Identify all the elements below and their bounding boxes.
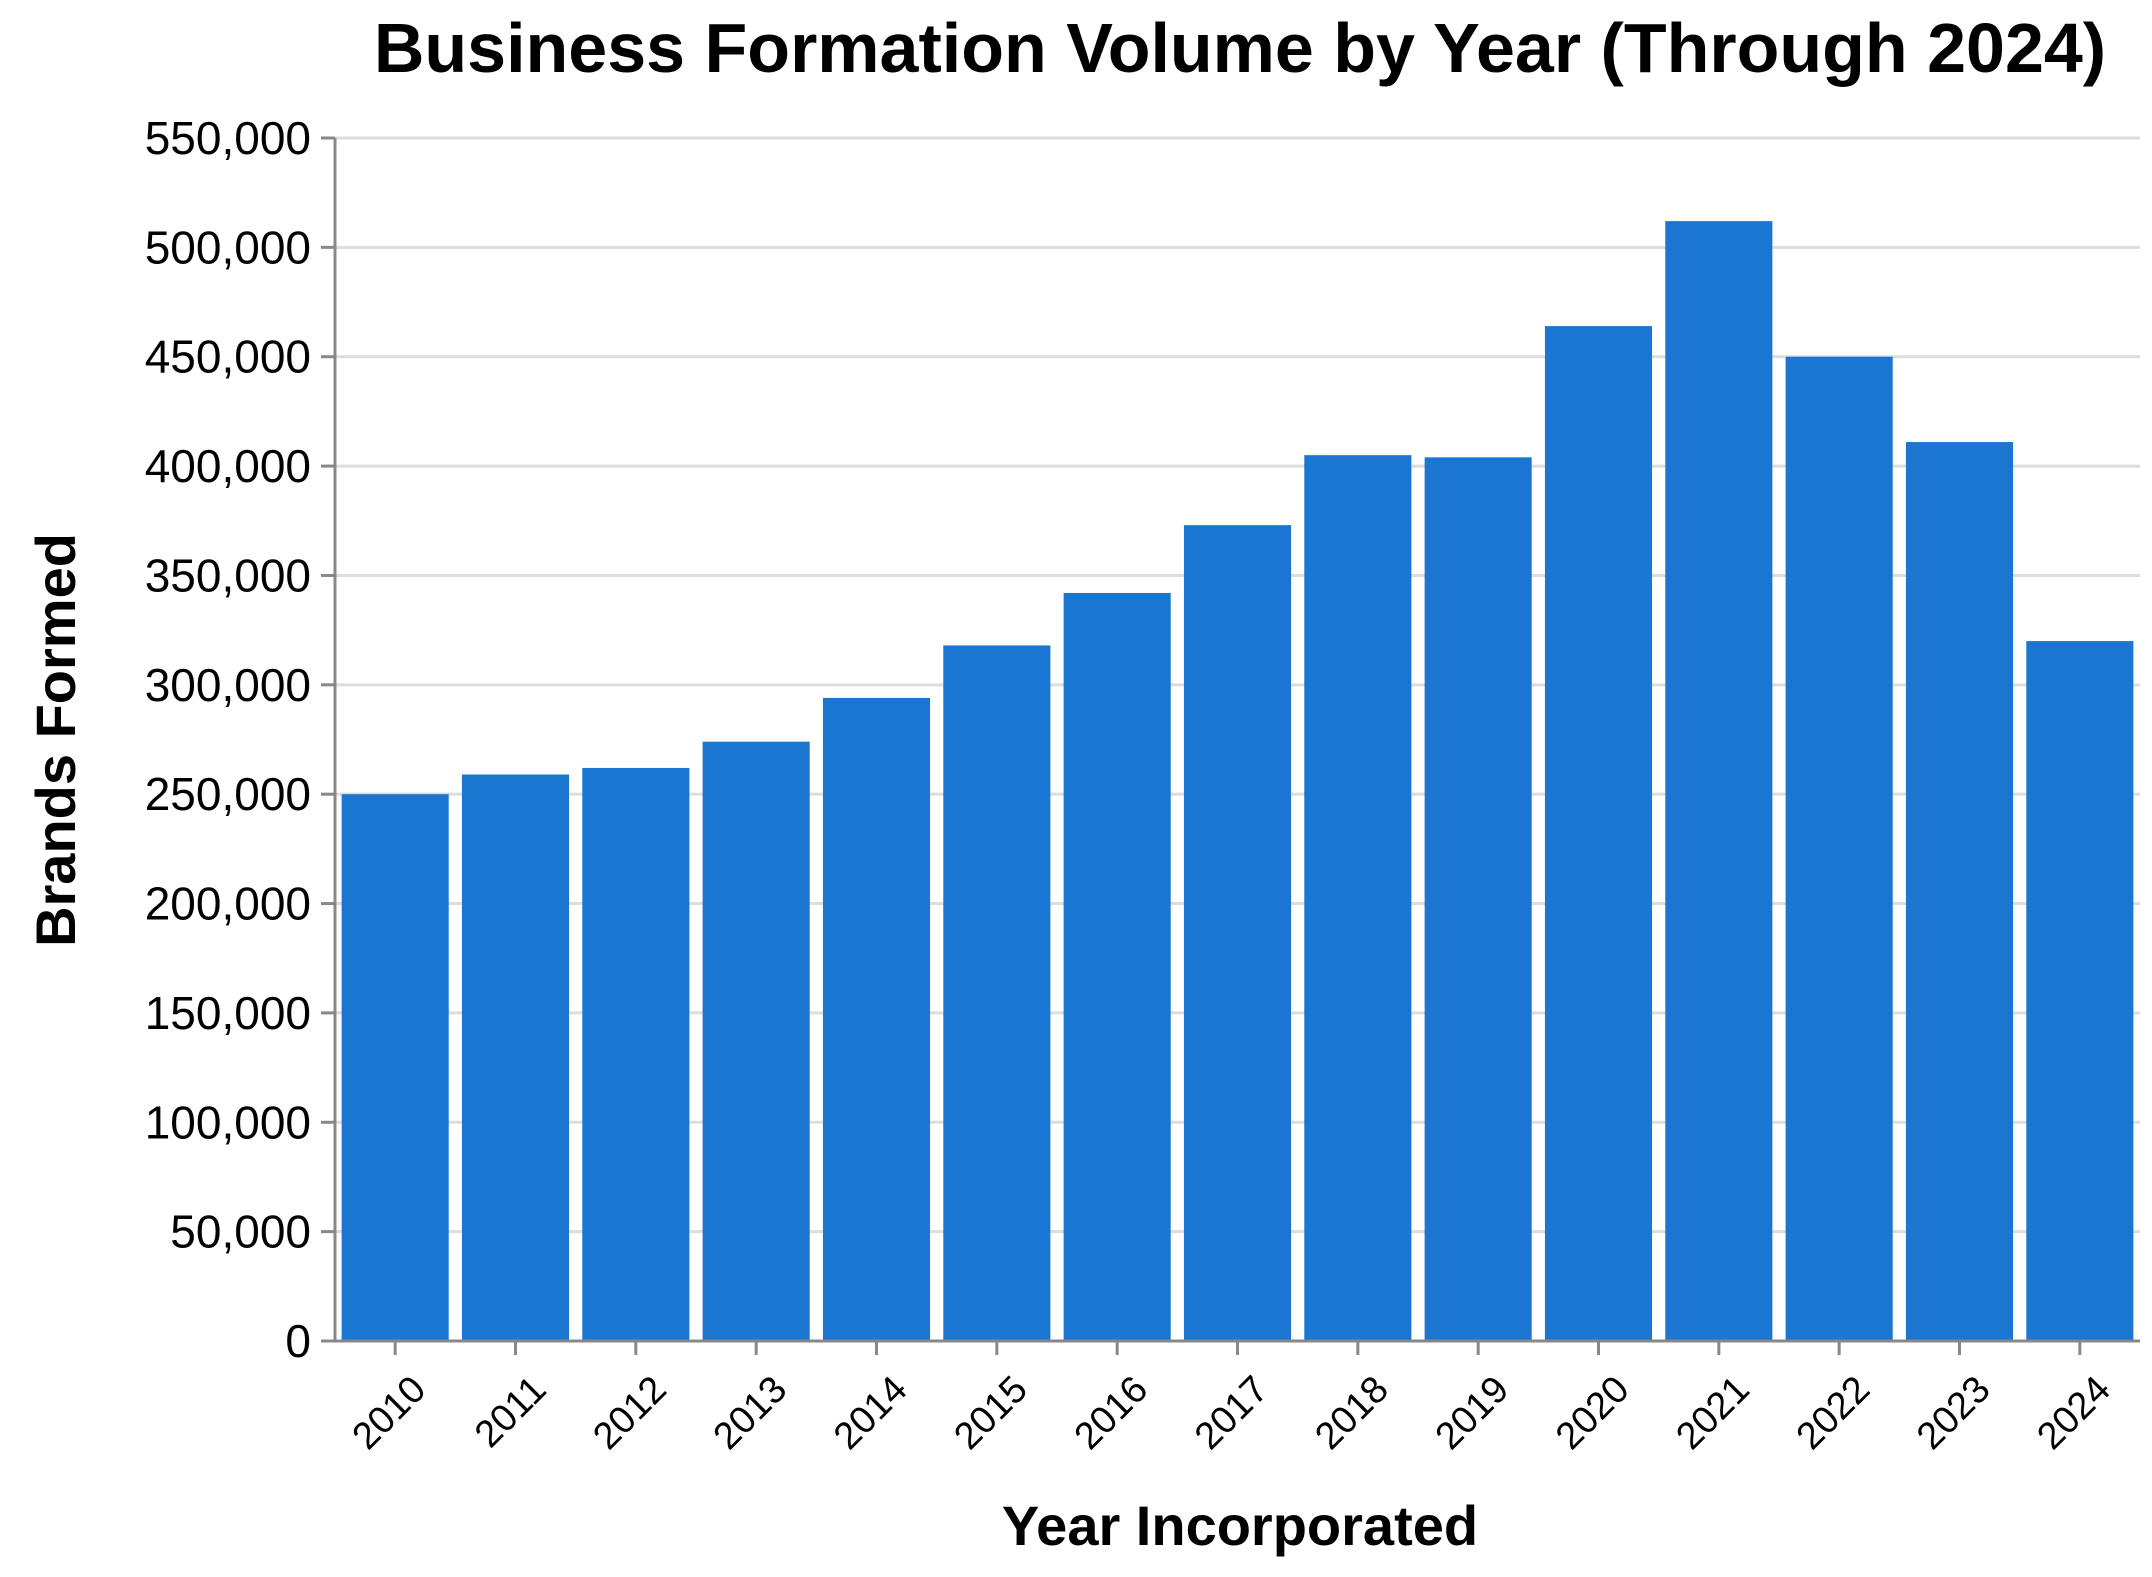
- y-tick-label: 300,000: [145, 659, 311, 711]
- y-tick-label: 150,000: [145, 987, 311, 1039]
- x-tick-label: 2019: [1428, 1368, 1517, 1457]
- x-tick-label: 2020: [1548, 1368, 1637, 1457]
- x-tick-label: 2017: [1187, 1368, 1276, 1457]
- x-axis-title: Year Incorporated: [1002, 1494, 1478, 1557]
- x-tick-label: 2016: [1067, 1368, 1156, 1457]
- y-tick-label: 200,000: [145, 878, 311, 930]
- chart-title: Business Formation Volume by Year (Throu…: [374, 9, 2106, 87]
- y-tick-label: 400,000: [145, 440, 311, 492]
- bar: [1905, 442, 2014, 1342]
- bar: [582, 767, 690, 1341]
- x-tick-label: 2013: [706, 1368, 795, 1457]
- x-tick-label: 2011: [467, 1368, 554, 1455]
- x-tick-label: 2023: [1909, 1368, 1998, 1457]
- x-tick-label: 2012: [585, 1368, 674, 1457]
- y-axis-ticks: 0 50,000 100,000 150,000 200,000 250,000 300,0…: [145, 112, 335, 1367]
- y-tick-label: 250,000: [145, 768, 311, 820]
- y-tick-label: 350,000: [145, 549, 311, 601]
- x-tick-label: 2022: [1789, 1368, 1878, 1457]
- y-tick-label: 100,000: [145, 1096, 311, 1148]
- bars: [341, 221, 2134, 1342]
- bar: [2026, 641, 2134, 1341]
- bar: [1183, 525, 1292, 1341]
- y-tick-label: 0: [285, 1315, 311, 1367]
- y-tick-label: 550,000: [145, 112, 311, 164]
- y-tick-label: 50,000: [170, 1206, 311, 1258]
- bar: [822, 697, 931, 1341]
- bar: [1665, 221, 1773, 1342]
- x-tick-label: 2015: [946, 1368, 1035, 1457]
- bar: [943, 645, 1051, 1341]
- y-tick-label: 500,000: [145, 221, 311, 273]
- y-axis-title: Brands Formed: [24, 533, 87, 947]
- bar: [1424, 457, 1532, 1342]
- x-tick-label: 2021: [1668, 1368, 1757, 1457]
- bar: [1063, 592, 1171, 1341]
- bar: [341, 794, 449, 1341]
- bar: [1304, 455, 1412, 1341]
- x-tick-label: 2018: [1307, 1368, 1396, 1457]
- bar: [1544, 326, 1653, 1341]
- x-axis-ticks: 2010 2011 2012 2013 2014 2015 2016 2017 2018 2019…: [345, 1341, 2119, 1458]
- x-tick-label: 2024: [2029, 1368, 2118, 1457]
- y-tick-label: 450,000: [145, 331, 311, 383]
- bar: [702, 741, 810, 1341]
- x-tick-label: 2010: [345, 1368, 434, 1457]
- x-tick-label: 2014: [826, 1368, 915, 1457]
- bar: [461, 774, 570, 1341]
- bar: [1785, 356, 1893, 1341]
